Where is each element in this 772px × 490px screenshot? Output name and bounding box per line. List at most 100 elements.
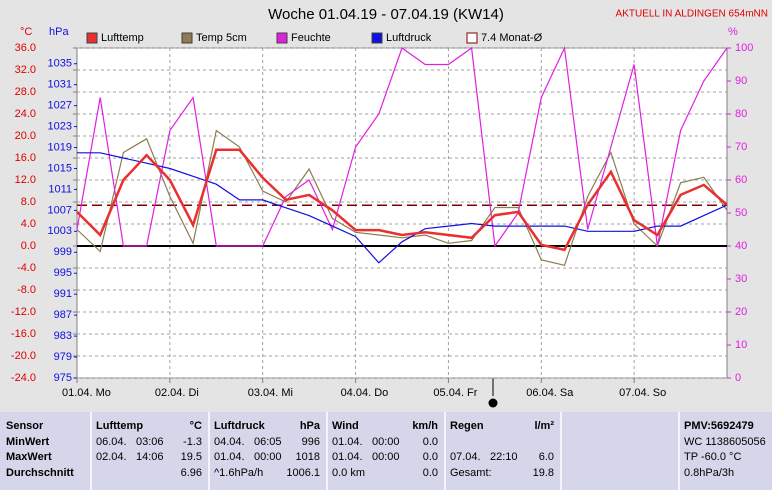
table-cell: WC 1138605056 [684,435,766,448]
x-tick-label: 04.04. Do [341,387,389,399]
table-column [90,412,208,490]
table-cell: -1.3 [183,435,202,448]
table-cell: 06:05 [254,435,282,448]
series-line [76,129,728,267]
y3-tick-label: 60 [735,174,747,186]
legend-swatch [466,32,478,44]
x-tick-label: 05.04. Fr [433,387,477,399]
table-cell: 1018 [295,451,320,463]
table-header: hPa [299,420,320,432]
legend-label: Lufttemp [101,32,144,44]
table-cell: 01.04. [332,435,363,448]
chart-title: Woche 01.04.19 - 07.04.19 (KW14) [268,6,504,23]
y3-tick-label: 40 [735,240,747,252]
y2-tick-label: 991 [54,288,72,300]
table-cell: 6.0 [538,451,554,463]
y2-tick-label: 1007 [48,204,72,216]
y2-tick-label: 999 [54,246,72,258]
table-cell: 19.5 [180,451,202,463]
y-tick-label: -8.0 [17,284,36,296]
series-line [77,152,728,264]
y2-tick-label: 1027 [48,100,72,112]
y2-axis-title: hPa [49,26,69,38]
table-cell: 06.04. [96,435,127,448]
table-header: Regen [450,420,484,432]
table-cell: Gesamt: [450,466,492,479]
y-tick-label: 8.0 [21,196,36,208]
table-cell: MaxWert [6,451,52,463]
y-tick-label: 36.0 [15,42,36,54]
table-header: Luftdruck [214,420,265,432]
table-cell: 0.8hPa/3h [684,466,735,479]
table-cell: 22:10 [490,451,518,463]
series-line [76,148,728,252]
legend-label: Temp 5cm [196,32,247,44]
table-cell: 0.0 km [332,466,366,479]
cursor-handle [488,398,498,408]
y2-tick-label: 1003 [48,225,72,237]
table-cell: 19.8 [532,466,554,479]
y-tick-label: 16.0 [15,152,36,164]
legend-swatch [371,32,383,44]
table-cell: 01.04. [332,451,363,463]
y3-tick-label: 100 [735,42,753,54]
table-column [678,412,772,490]
x-tick-label: 03.04. Mi [248,387,293,399]
x-tick-label: 06.04. Sa [526,387,574,399]
table-cell: 02.04. [96,451,127,463]
table-cell: 1006.1 [286,466,320,479]
table-cell: 03:06 [136,435,164,448]
table-column [208,412,326,490]
table-header: l/m² [534,420,554,432]
table-header: PMV:5692479 [684,420,754,432]
table-cell: 0.0 [422,466,438,479]
table-cell: TP -60.0 °C [684,451,742,463]
table-cell: 14:06 [136,451,164,463]
legend-label: 7.4 Monat-Ø [481,32,543,44]
table-cell: Durchschnitt [6,466,74,479]
legend-label: Luftdruck [386,32,432,44]
table-cell: 0.0 [422,435,438,448]
y3-tick-label: 20 [735,306,747,318]
table-cell: 0.0 [422,451,438,463]
table-header: km/h [412,420,438,432]
table-header: Wind [332,420,359,432]
plot-area [76,47,728,379]
y3-tick-label: 10 [735,339,747,351]
y2-tick-label: 987 [54,309,72,321]
y-tick-label: 12.0 [15,174,36,186]
y-tick-label: 20.0 [15,130,36,142]
table-cell: MinWert [6,435,50,448]
table-cell: 00:00 [254,451,282,463]
y-tick-label: -20.0 [11,350,36,362]
table-cell: 996 [301,435,320,448]
y-tick-label: -24.0 [11,372,36,384]
y-tick-label: 24.0 [15,108,36,120]
legend-swatch [276,32,288,44]
table-cell: 07.04. [450,451,481,463]
y2-tick-label: 1019 [48,141,72,153]
table-header: Sensor [6,420,44,432]
y-tick-label: -12.0 [11,306,36,318]
table-cell: 04.04. [214,435,245,448]
chart: Woche 01.04.19 - 07.04.19 (KW14) AKTUELL… [11,6,768,408]
y3-tick-label: 30 [735,273,747,285]
y3-tick-label: 80 [735,108,747,120]
y3-tick-label: 90 [735,75,747,87]
y-tick-label: -16.0 [11,328,36,340]
table-cell: 01.04. [214,451,245,463]
y-tick-label: 4.0 [21,218,36,230]
y-axis-title: °C [20,26,32,38]
table-column [326,412,444,490]
x-tick-label: 01.04. Mo [62,387,111,399]
y3-tick-label: 70 [735,141,747,153]
table-cell: ^1.6hPa/h [214,466,264,479]
y2-tick-label: 995 [54,267,72,279]
y2-tick-label: 1015 [48,162,72,174]
y2-tick-label: 1035 [48,58,72,70]
legend-label: Feuchte [291,32,331,44]
y2-tick-label: 1023 [48,120,72,132]
y-tick-label: -4.0 [17,262,36,274]
y-tick-label: 32.0 [15,64,36,76]
